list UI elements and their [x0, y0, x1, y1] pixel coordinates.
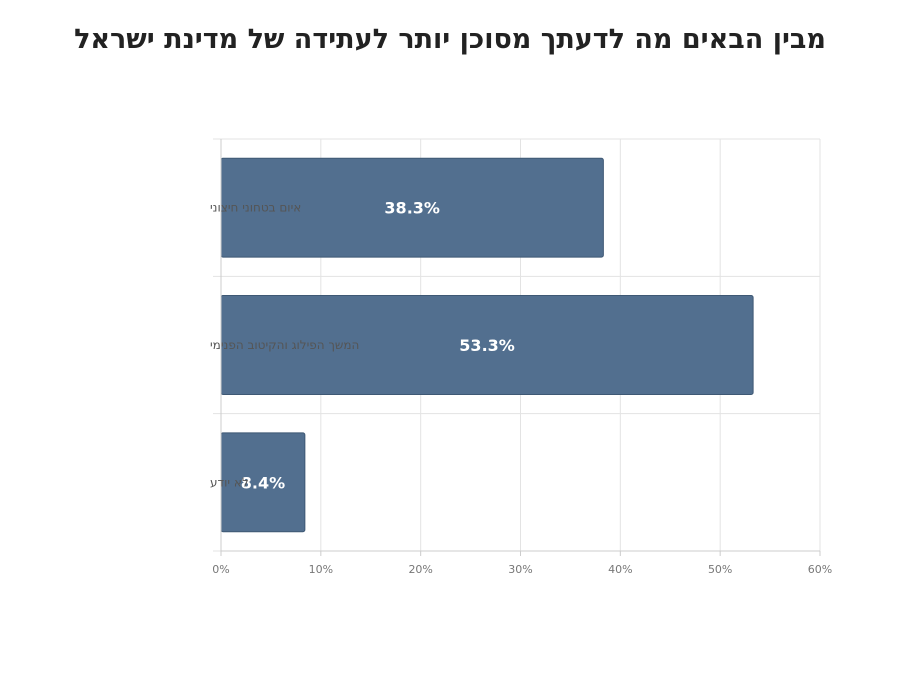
x-axis: 0% 10% 20% 30% 40% 50% 60%: [212, 139, 832, 576]
bar-value-label: 38.3%: [384, 199, 440, 218]
category-label: המשך הפילוג והקיטוב הפנימי: [210, 338, 359, 352]
x-tick-label: 20%: [408, 563, 432, 576]
x-tick-label: 30%: [508, 563, 532, 576]
bar-value-label: 8.4%: [241, 473, 285, 492]
category-label: איום בטחוני חיצוני: [210, 201, 301, 215]
x-tick-label: 0%: [212, 563, 229, 576]
bar-value-label: 53.3%: [459, 336, 515, 355]
x-tick-label: 40%: [608, 563, 632, 576]
x-tick-label: 10%: [309, 563, 333, 576]
category-labels: איום בטחוני חיצוני המשך הפילוג והקיטוב הפ…: [210, 201, 359, 490]
x-tick-label: 50%: [708, 563, 732, 576]
bars-group: 38.3% 53.3% 8.4%: [220, 157, 754, 533]
x-tick-label: 60%: [808, 563, 832, 576]
category-label: לא יודע: [210, 475, 249, 489]
chart-title: מבין הבאים מה לדעתך מסוכן יותר לעתידה של…: [74, 24, 826, 55]
